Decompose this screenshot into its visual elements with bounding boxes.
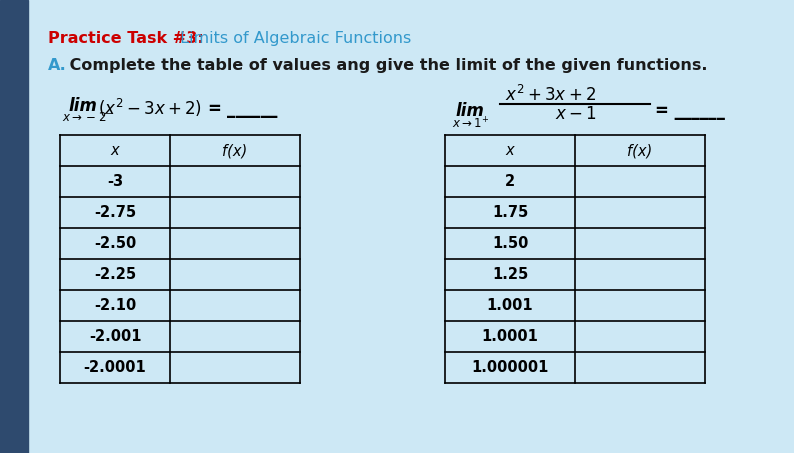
Text: Complete the table of values ang give the limit of the given functions.: Complete the table of values ang give th…	[64, 58, 707, 73]
Text: = ______: = ______	[655, 102, 725, 120]
Text: -2.0001: -2.0001	[83, 360, 146, 375]
Text: 1.0001: 1.0001	[482, 329, 538, 344]
Text: 2: 2	[505, 174, 515, 189]
Text: lim: lim	[68, 97, 97, 115]
Text: 1.001: 1.001	[487, 298, 534, 313]
Text: 1.000001: 1.000001	[472, 360, 549, 375]
Text: -2.001: -2.001	[89, 329, 141, 344]
Text: $(x^2 - 3x + 2)$ = ______: $(x^2 - 3x + 2)$ = ______	[98, 97, 279, 121]
Text: 1.75: 1.75	[491, 205, 528, 220]
Text: -2.10: -2.10	[94, 298, 136, 313]
Text: f(x): f(x)	[627, 143, 653, 158]
Text: $x\rightarrow1^{+}$: $x\rightarrow1^{+}$	[452, 116, 489, 131]
Text: -2.75: -2.75	[94, 205, 136, 220]
Text: 1.50: 1.50	[491, 236, 528, 251]
Text: $x^2 + 3x + 2$: $x^2 + 3x + 2$	[505, 85, 596, 105]
Text: $x - 1$: $x - 1$	[555, 105, 597, 123]
Text: -3: -3	[107, 174, 123, 189]
Text: lim: lim	[455, 102, 484, 120]
Text: x: x	[506, 143, 515, 158]
Text: Limits of Algebraic Functions: Limits of Algebraic Functions	[175, 31, 411, 46]
Text: Practice Task #3:: Practice Task #3:	[48, 31, 204, 46]
Text: 1.25: 1.25	[491, 267, 528, 282]
Text: x: x	[110, 143, 119, 158]
Bar	[0, 0, 28, 453]
Text: A.: A.	[48, 58, 67, 73]
Text: $x\rightarrow-2^{-}$: $x\rightarrow-2^{-}$	[62, 111, 114, 124]
Text: -2.25: -2.25	[94, 267, 136, 282]
Text: -2.50: -2.50	[94, 236, 136, 251]
Text: f(x): f(x)	[222, 143, 248, 158]
